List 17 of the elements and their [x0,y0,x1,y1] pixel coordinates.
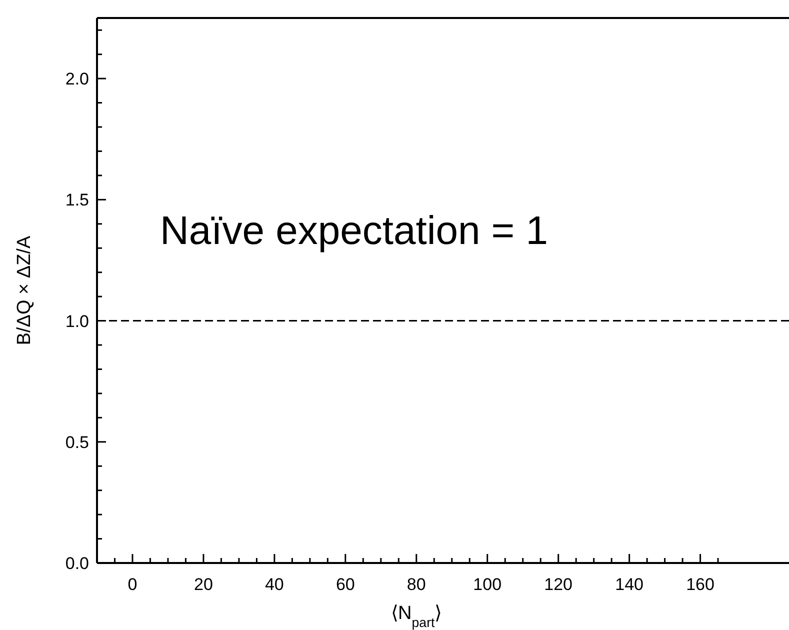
x-tick-label: 60 [336,575,355,594]
y-tick-label: 1.0 [65,312,89,331]
y-tick-label: 0.0 [65,554,89,573]
x-tick-label: 100 [473,575,502,594]
x-tick-label: 40 [264,575,284,594]
y-axis-title: B/ΔQ × ΔZ/A [14,236,35,346]
x-tick-label: 160 [686,575,714,594]
x-axis-title: ⟨N$_{part}$⟩ [391,603,442,630]
y-tick-label: 2.0 [65,70,89,89]
y-tick-label: 0.5 [65,432,89,452]
y-tick-label: 1.5 [65,190,89,210]
x-tick-label: 140 [615,575,644,594]
annotation: Naïve expectation = 1 [160,209,548,253]
x-tick-label: 80 [406,575,426,594]
x-tick-label: 120 [544,575,573,594]
x-tick-label: 20 [194,575,213,594]
x-tick-label: 0 [128,575,138,594]
